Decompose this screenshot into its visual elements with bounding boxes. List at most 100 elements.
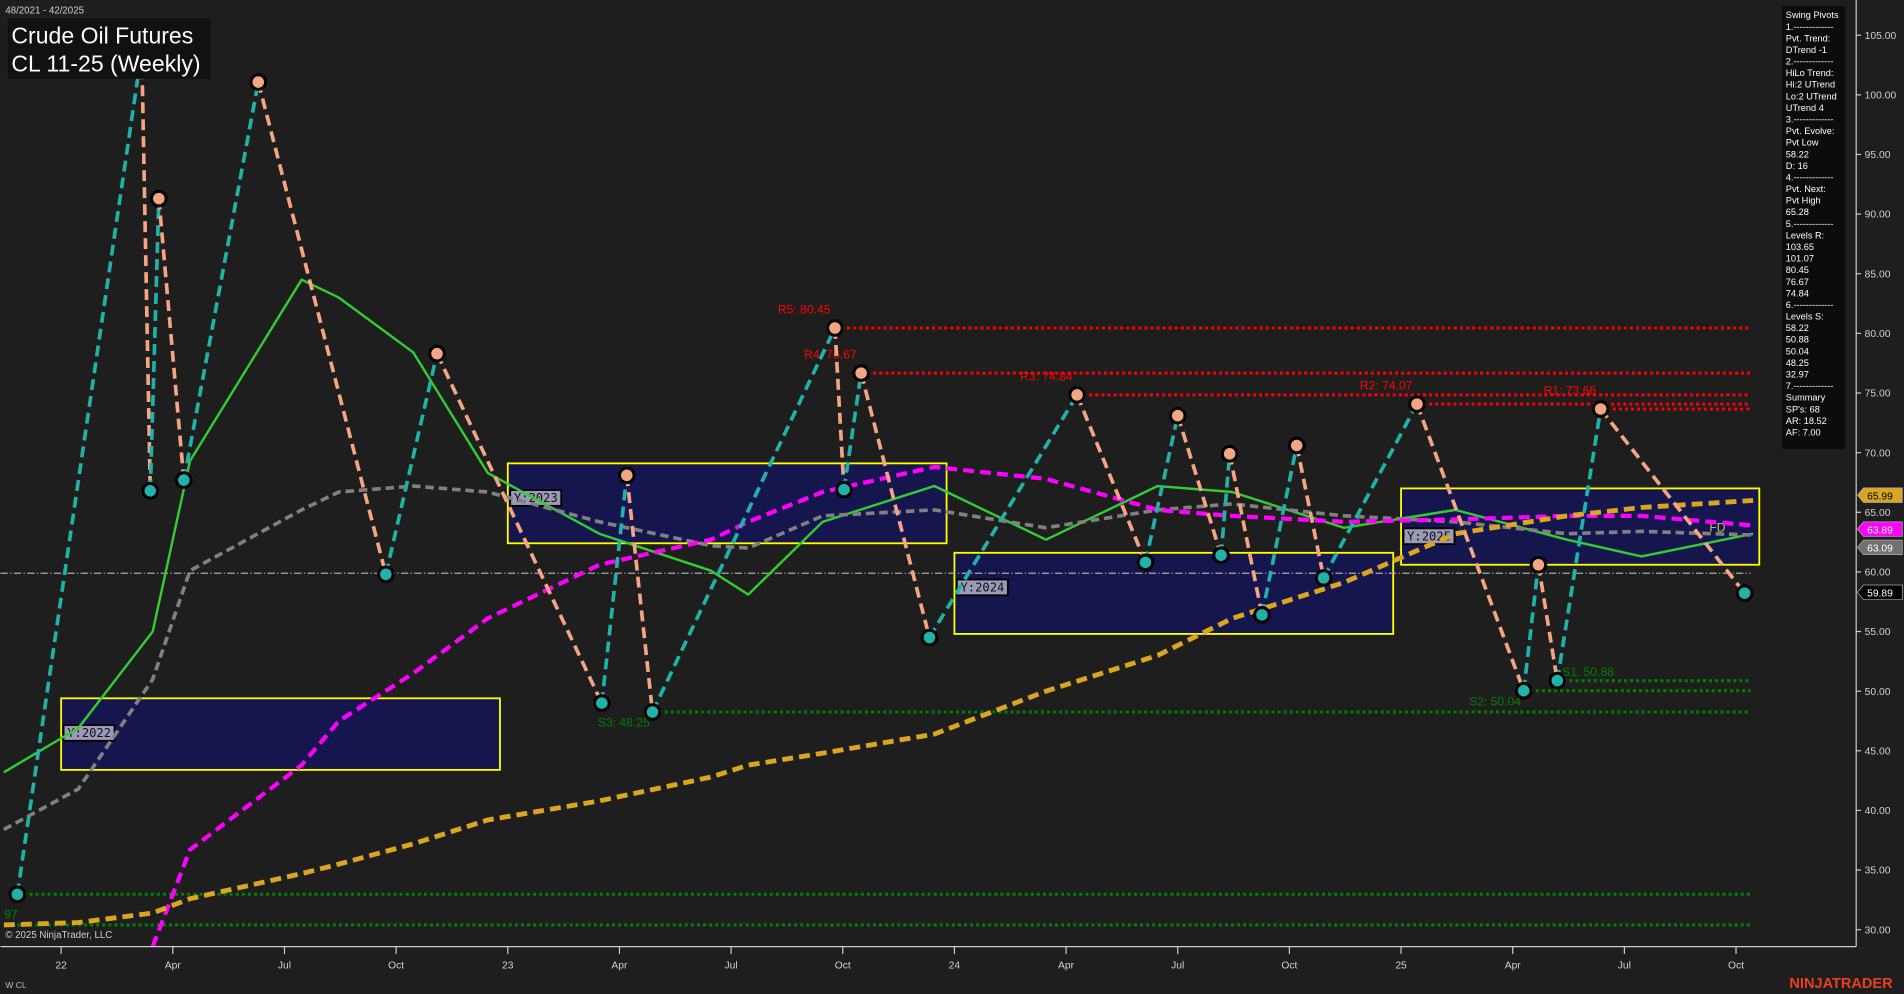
info-line: 50.88 (1786, 335, 1809, 345)
info-line: Pvt High (1786, 196, 1821, 206)
info-line: 103.65 (1786, 242, 1814, 252)
x-tick-label: 22 (55, 961, 67, 972)
pivot-high-marker (1168, 406, 1187, 425)
ma-line-long (3, 498, 1754, 928)
x-tick-label: 24 (949, 961, 961, 972)
swing-segment (1555, 408, 1603, 681)
y-tick-label: 100.00 (1865, 90, 1897, 101)
pivot-low-marker (8, 885, 27, 904)
y-tick-label: 105.00 (1865, 31, 1897, 42)
y-tick-label: 75.00 (1865, 389, 1891, 400)
info-line: 76.67 (1786, 277, 1809, 287)
info-line: 74.84 (1786, 288, 1809, 298)
copyright: © 2025 NinjaTrader, LLC (5, 930, 112, 941)
pivot-high-marker (428, 344, 446, 363)
info-line: 48.25 (1786, 358, 1809, 368)
y-tick-label: 35.00 (1865, 866, 1891, 877)
info-line: 58.22 (1786, 149, 1809, 159)
pivot-high-marker (1408, 395, 1426, 413)
swing-segment (1294, 445, 1326, 579)
support-label: S2: 50.04 (1469, 694, 1521, 708)
y-tick-label: 60.00 (1865, 568, 1891, 579)
info-line: 101.07 (1786, 254, 1814, 264)
info-line: Levels R: (1786, 230, 1824, 240)
y-tick-label: 65.00 (1865, 508, 1891, 519)
x-tick-label: Apr (611, 961, 628, 972)
support-label: S3: 48.25 (598, 716, 650, 730)
info-line: AF: 7.00 (1786, 427, 1821, 437)
swing-segment (1521, 564, 1541, 691)
y-tick-label: 45.00 (1865, 746, 1891, 757)
x-tick-label: Apr (1505, 961, 1522, 972)
info-line: 4.------------- (1786, 172, 1834, 182)
chart-title: Crude Oil Futures (11, 23, 193, 49)
info-line: Pvt. Evolve: (1786, 126, 1835, 136)
swing-segment (1536, 564, 1560, 681)
swing-segment (384, 353, 439, 575)
swing-segment (1227, 453, 1264, 616)
year-box (60, 697, 501, 771)
pivot-low-marker (175, 471, 193, 489)
pivot-low-marker (1212, 546, 1230, 565)
price-tag (1856, 487, 1903, 503)
info-line: SP's: 68 (1786, 404, 1820, 414)
info-line: 80.45 (1786, 265, 1809, 275)
pivot-low-marker (141, 482, 160, 500)
pivot-low-marker (377, 565, 395, 584)
price-tags: 65.99 63.89 63.09 59.89 (1856, 487, 1903, 600)
y-tick-label: 95.00 (1865, 150, 1891, 161)
x-tick-label: Oct (1281, 961, 1297, 972)
date-range: 48/2021 - 42/2025 (5, 5, 84, 16)
price-tag-value: 63.09 (1867, 544, 1893, 555)
moving-averages (2, 278, 1754, 948)
pivot-levels: R5: 80.45 R4: 76.67 R3: 74.84 R2: 74.07 R1: … (0, 302, 1751, 927)
pivot-low-marker (1253, 606, 1271, 624)
pivot-high-marker (1529, 555, 1548, 574)
x-tick-label: Apr (165, 961, 182, 972)
y-tick-label: 30.00 (1865, 925, 1891, 936)
chart-subtitle: CL 11-25 (Weekly) (11, 51, 200, 77)
year-box-label: Y:2024 (960, 581, 1004, 595)
info-line: 2.------------- (1786, 57, 1834, 67)
info-line: Hi:2 UTrend (1786, 80, 1835, 90)
support-label: S1: 50.88 (1562, 665, 1614, 679)
x-tick-label: 25 (1395, 961, 1407, 972)
y-tick-label: 90.00 (1865, 210, 1891, 221)
pivot-high-marker (249, 73, 268, 91)
pivot-high-marker (150, 189, 168, 208)
info-line: 32.97 (1786, 370, 1809, 380)
pivot-high-marker (852, 364, 870, 382)
swing-segment (1260, 445, 1299, 616)
support-label: 97 (4, 908, 18, 922)
pivot-low-marker (1514, 681, 1533, 700)
info-line: 7.------------- (1786, 381, 1834, 391)
x-tick-label: Apr (1058, 961, 1075, 972)
swing-segment (15, 51, 144, 895)
swing-segment (842, 372, 863, 490)
info-line: Levels S: (1786, 312, 1824, 322)
info-line: 50.04 (1786, 346, 1809, 356)
price-tag (1856, 521, 1903, 537)
info-line: 58.22 (1786, 323, 1809, 333)
resistance-label: R4: 76.67 (804, 348, 857, 362)
info-line: Pvt. Next: (1786, 184, 1826, 194)
y-tick-label: 70.00 (1865, 448, 1891, 459)
y-tick-label: 80.00 (1865, 329, 1891, 340)
instrument-tag: W CL (5, 980, 26, 990)
x-tick-label: Jul (1171, 961, 1184, 972)
year-box-label: Y:2022 (67, 726, 111, 740)
y-tick-label: 85.00 (1865, 269, 1891, 280)
info-line: D: 16 (1786, 161, 1808, 171)
y-tick-label: 55.00 (1865, 627, 1891, 638)
swing-segment (1176, 415, 1223, 556)
x-tick-label: Jul (1618, 961, 1631, 972)
resistance-label: R2: 74.07 (1360, 379, 1413, 393)
pivot-low-marker (835, 480, 853, 499)
pivot-low-marker (643, 703, 662, 721)
swing-segment (1143, 415, 1180, 563)
swing-pivots (8, 42, 1754, 904)
resistance-label: R5: 80.45 (778, 302, 831, 316)
pivot-low-marker (920, 628, 939, 647)
price-tag-value: 59.89 (1867, 589, 1893, 600)
